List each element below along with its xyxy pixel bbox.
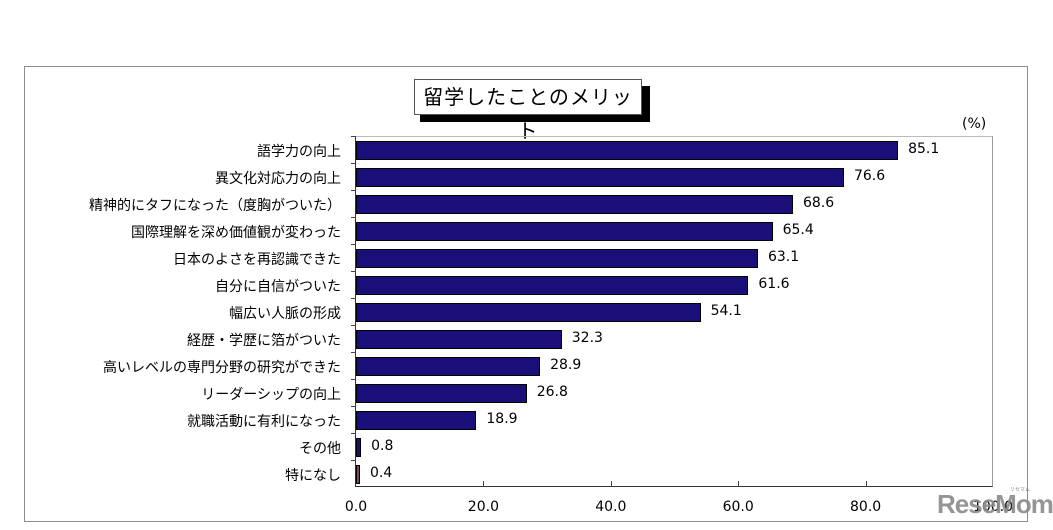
category-label: 日本のよさを再認識できた [173,252,341,268]
x-tick-label: 60.0 [722,499,754,515]
y-tick [351,136,356,137]
bar [356,221,773,241]
y-tick [351,190,356,191]
category-label: 国際理解を深め価値観が変わった [131,225,341,241]
watermark-logo: ReseMom [937,489,1053,519]
y-tick [351,163,356,164]
watermark-sub: リセマム [1010,487,1031,493]
y-tick [351,298,356,299]
category-label: 就職活動に有利になった [187,414,341,430]
x-tick [738,481,740,487]
y-tick [351,217,356,218]
x-tick-label: 0.0 [344,499,368,515]
value-label: 28.9 [550,357,582,373]
value-label: 26.8 [536,384,568,400]
category-label: 高いレベルの専門分野の研究ができた [103,360,341,376]
bar [356,140,899,160]
x-tick [865,481,867,487]
category-label: 経歴・学歴に箔がついた [187,333,341,349]
value-label: 54.1 [710,303,742,319]
bar [356,194,793,214]
y-tick [351,271,356,272]
x-tick-label: 40.0 [595,499,627,515]
y-tick [351,325,356,326]
bar [356,437,362,457]
bar [356,275,749,295]
x-tick-label: 100.0 [972,499,1014,515]
category-label: 自分に自信がついた [215,279,341,295]
chart-frame [24,66,1028,522]
bar [356,302,701,322]
value-label: 76.6 [853,168,886,184]
x-tick [483,481,485,487]
bar [356,464,360,484]
bar [356,248,758,268]
y-tick [351,379,356,380]
bar [356,383,527,403]
category-label: 特になし [285,468,341,484]
category-label: 異文化対応力の向上 [215,171,341,187]
unit-label: (%) [962,116,987,132]
value-label: 63.1 [767,249,800,265]
category-label: 精神的にタフになった（度胸がついた） [89,198,341,214]
value-label: 0.4 [370,465,393,481]
bar [356,167,844,187]
value-label: 85.1 [908,141,940,157]
bar [356,356,541,376]
y-tick [351,460,356,461]
y-tick [351,244,356,245]
value-label: 0.8 [371,438,394,454]
value-label: 32.3 [571,330,603,346]
value-label: 18.9 [486,411,518,427]
y-tick [351,433,356,434]
chart-title: 留学したことのメリット [414,79,642,143]
category-label: 語学力の向上 [257,144,341,160]
x-tick [610,481,612,487]
x-tick-label: 20.0 [467,499,499,515]
category-label: リーダーシップの向上 [201,387,341,403]
category-label: 幅広い人脈の形成 [229,306,341,322]
value-label: 68.6 [802,195,835,211]
bar [356,329,562,349]
plot-area [355,136,993,487]
y-tick [351,352,356,353]
category-label: その他 [299,441,341,457]
value-label: 61.6 [758,276,790,292]
x-tick-label: 80.0 [850,499,882,515]
value-label: 65.4 [782,222,814,238]
bar [356,410,477,430]
y-tick [351,406,356,407]
